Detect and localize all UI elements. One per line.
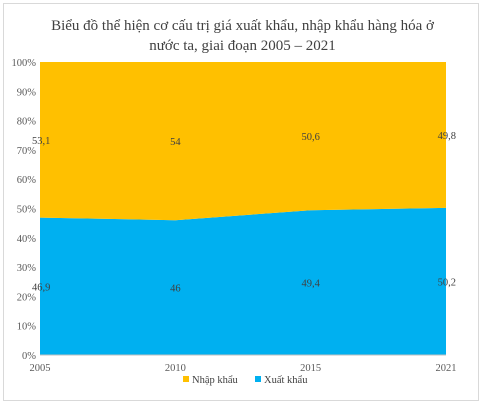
legend-swatch-1	[183, 376, 189, 382]
data-label-series-1-2015: 49,4	[301, 279, 320, 290]
legend-swatch-2	[255, 376, 261, 382]
y-tick-label: 60%	[17, 175, 37, 186]
chart-title-line-2: nước ta, giai đoạn 2005 – 2021	[149, 38, 336, 54]
y-tick-label: 90%	[17, 87, 37, 98]
y-tick-label: 20%	[17, 292, 37, 303]
y-tick-label: 30%	[17, 263, 37, 274]
y-tick-label: 40%	[17, 234, 37, 245]
x-tick-label: 2010	[165, 363, 186, 374]
x-tick-label: 2015	[300, 363, 321, 374]
legend-label-2: Xuất khẩu	[264, 375, 308, 386]
area-series-2	[40, 62, 446, 221]
x-tick-label: 2021	[436, 363, 457, 374]
y-tick-label: 80%	[17, 117, 37, 128]
area-series-1	[40, 207, 446, 355]
data-label-series-2-2021: 49,8	[438, 131, 456, 142]
data-label-series-2-2010: 54	[170, 137, 181, 148]
y-tick-label: 70%	[17, 146, 37, 157]
y-tick-label: 0%	[22, 351, 36, 362]
data-label-series-1-2010: 46	[170, 284, 181, 295]
y-tick-label: 100%	[12, 58, 37, 69]
data-label-series-2-2015: 50,6	[301, 132, 319, 143]
legend-label-1: Nhập khẩu	[192, 375, 239, 386]
chart-title-line-1: Biểu đồ thể hiện cơ cấu trị giá xuất khẩ…	[51, 18, 434, 34]
y-tick-label: 50%	[17, 205, 37, 216]
data-label-series-2-2005: 53,1	[32, 136, 50, 147]
x-tick-label: 2005	[30, 363, 51, 374]
data-label-series-1-2005: 46,9	[32, 282, 50, 293]
y-tick-label: 10%	[17, 322, 37, 333]
data-label-series-1-2021: 50,2	[438, 277, 456, 288]
